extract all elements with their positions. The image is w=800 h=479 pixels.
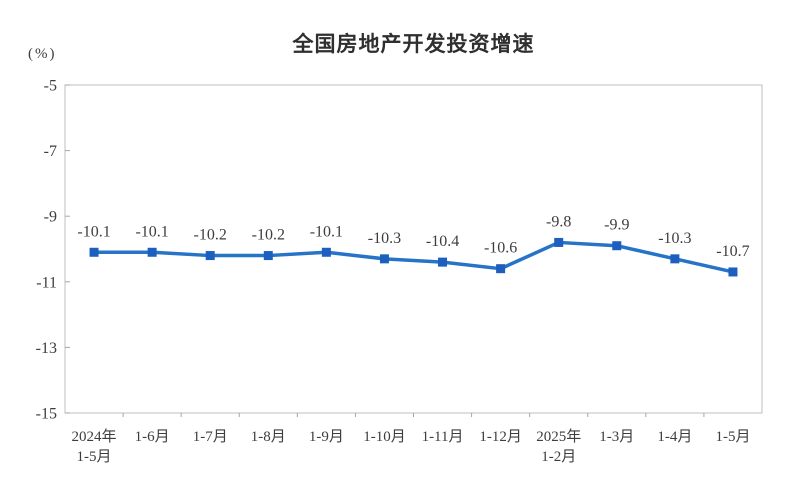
data-point-marker [496, 264, 506, 274]
x-axis-category-label: 2025年 1-2月 [536, 428, 581, 465]
data-point-label: -10.6 [484, 240, 517, 257]
x-axis-category-label: 1-7月 [193, 429, 228, 445]
data-point-label: -10.1 [310, 223, 343, 240]
x-axis-category-label: 1-9月 [309, 429, 344, 445]
data-point-label: -10.1 [77, 223, 110, 240]
data-point-label: -9.8 [546, 213, 571, 230]
chart-title: 全国房地产开发投资增速 [292, 33, 535, 56]
data-point-label: -10.2 [194, 227, 227, 244]
data-point-marker [263, 251, 273, 261]
y-axis-tick-label: -13 [36, 340, 57, 357]
data-point-label: -10.2 [252, 227, 285, 244]
x-axis-category-label: 1-11月 [422, 429, 464, 445]
data-point-marker [612, 241, 622, 251]
x-axis-category-label: 1-3月 [599, 429, 634, 445]
x-axis-category-label: 1-10月 [363, 429, 406, 445]
data-point-marker [379, 254, 389, 264]
data-point-marker [554, 237, 564, 247]
data-point-label: -10.7 [716, 243, 749, 260]
y-axis-tick-label: -7 [44, 143, 57, 160]
data-point-marker [89, 247, 99, 257]
data-point-marker [147, 247, 157, 257]
data-point-marker [670, 254, 680, 264]
x-axis-category-label: 1-5月 [715, 429, 750, 445]
data-point-label: -10.3 [368, 230, 401, 247]
x-axis-category-label: 1-12月 [479, 429, 522, 445]
y-axis-unit-label: (%) [28, 46, 57, 62]
x-axis-category-label: 1-4月 [657, 429, 692, 445]
data-point-label: -10.3 [658, 230, 691, 247]
x-axis-category-label: 1-6月 [135, 429, 170, 445]
y-axis-tick-label: -15 [36, 406, 57, 423]
data-point-marker [205, 251, 215, 261]
data-point-label: -10.1 [135, 223, 168, 240]
y-axis-tick-label: -5 [44, 78, 57, 95]
x-axis-category-label: 1-8月 [251, 429, 286, 445]
data-point-label: -9.9 [604, 217, 629, 234]
data-point-label: -10.4 [426, 233, 459, 250]
data-point-marker [321, 247, 331, 257]
x-axis-category-label: 2024年 1-5月 [72, 428, 117, 465]
plot-border [64, 84, 763, 414]
data-point-marker [438, 257, 448, 267]
y-axis-tick-label: -11 [36, 274, 57, 291]
data-point-marker [728, 267, 738, 277]
series-line [94, 240, 734, 274]
y-axis-tick-label: -9 [44, 209, 57, 226]
